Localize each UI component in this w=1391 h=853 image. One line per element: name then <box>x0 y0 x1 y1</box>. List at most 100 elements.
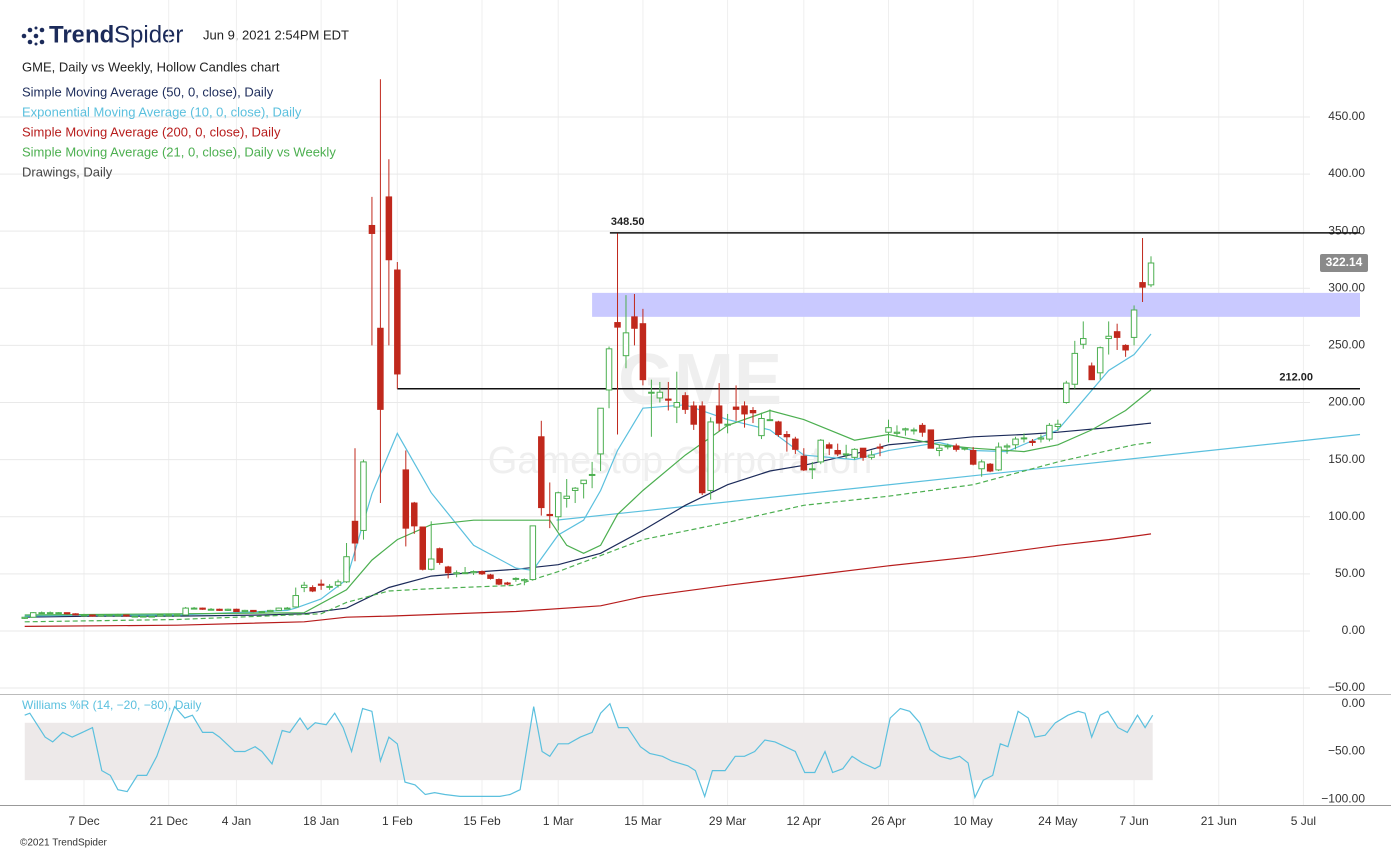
candle-body <box>521 579 528 582</box>
candle-body <box>444 566 452 574</box>
y-tick-label: −50.00 <box>1328 744 1365 758</box>
brand-spider: Spider <box>114 21 183 48</box>
candle-body <box>859 447 867 458</box>
indicator-line <box>24 441 1152 623</box>
candle-body <box>749 410 757 414</box>
candle-body <box>250 609 257 613</box>
x-tick-label: 26 Apr <box>871 814 906 828</box>
candle-body <box>758 418 765 437</box>
resistance-zone <box>592 292 1360 317</box>
candle-body <box>842 453 850 456</box>
candle-body <box>504 582 511 585</box>
candle-body <box>766 419 774 422</box>
candle-body <box>622 332 630 357</box>
candle-body <box>487 574 494 579</box>
candle-body <box>1020 437 1028 440</box>
candle-body <box>614 322 621 328</box>
candle-body <box>419 526 426 570</box>
candle-body <box>529 525 537 581</box>
candle-body <box>309 587 316 592</box>
candle-body <box>72 613 79 616</box>
candle-body <box>588 473 596 476</box>
candle-body <box>123 614 130 617</box>
candle-body <box>1088 365 1095 381</box>
footer: ©2021 TrendSpider <box>20 838 108 849</box>
candle-body <box>427 558 435 570</box>
candle-body <box>554 492 562 518</box>
y-tick-label: 0.00 <box>1342 623 1366 637</box>
candle-body <box>512 577 520 580</box>
candle-body <box>385 196 393 261</box>
candle-body <box>106 614 113 617</box>
legend-drawings: Drawings, Daily <box>22 164 113 179</box>
candle-body <box>46 612 54 615</box>
level-label: 212.00 <box>1279 372 1313 384</box>
level-label: 348.50 <box>611 216 645 228</box>
last-price-label: 322.14 <box>1326 255 1363 269</box>
candle-body <box>207 608 215 611</box>
candle-body <box>165 614 172 617</box>
candle-body <box>38 612 45 615</box>
candle-body <box>1029 440 1036 443</box>
y-tick-label: 200.00 <box>1328 395 1365 409</box>
candle-body <box>97 614 105 617</box>
candle-body <box>300 584 308 589</box>
candle-body <box>851 448 858 458</box>
candle-body <box>936 447 943 451</box>
candle-body <box>571 487 579 491</box>
timestamp: Jun 9, 2021 2:54PM EDT <box>203 27 349 42</box>
candle-body <box>546 513 554 517</box>
candle-body <box>563 495 570 499</box>
last-price-badge <box>1320 254 1368 273</box>
candle-body <box>470 571 477 574</box>
x-tick-label: 5 Jul <box>1291 814 1316 828</box>
candle-body <box>876 446 884 449</box>
candle-body <box>825 444 833 449</box>
candle-body <box>665 398 672 401</box>
candle-body <box>156 614 164 617</box>
y-tick-label: 100.00 <box>1328 509 1365 523</box>
candle-body <box>919 424 926 433</box>
y-tick-label: −50.00 <box>1328 680 1365 694</box>
candle-body <box>885 427 892 433</box>
candle-body <box>377 327 384 410</box>
candle-body <box>1063 382 1070 404</box>
x-tick-label: 1 Mar <box>543 814 574 828</box>
candle-body <box>394 269 401 375</box>
indicator-line <box>24 422 1152 618</box>
legend-entry: Simple Moving Average (21, 0, close), Da… <box>22 144 336 159</box>
candle-body <box>775 421 782 435</box>
candle-body <box>817 439 824 463</box>
candle-body <box>453 572 460 575</box>
candle-body <box>690 405 697 425</box>
legend-entry: Exponential Moving Average (10, 0, close… <box>22 104 302 119</box>
y-tick-label: 300.00 <box>1328 280 1365 294</box>
candle-body <box>724 423 731 426</box>
candle-body <box>580 479 587 485</box>
x-tick-label: 21 Jun <box>1201 814 1237 828</box>
candle-body <box>809 468 816 471</box>
x-tick-label: 7 Jun <box>1119 814 1148 828</box>
candle-body <box>597 407 604 455</box>
y-tick-label: 50.00 <box>1335 566 1365 580</box>
candle-body <box>1003 445 1011 448</box>
logo-icon <box>21 26 45 46</box>
candle-body <box>199 607 206 610</box>
candle-body <box>800 455 808 471</box>
candle-body <box>148 615 156 618</box>
y-tick-label: 450.00 <box>1328 109 1365 123</box>
candle-body <box>478 571 486 575</box>
candle-body <box>173 614 181 617</box>
candle-body <box>1105 335 1112 340</box>
candle-body <box>868 454 875 458</box>
candle-body <box>233 608 240 613</box>
candle-body <box>258 611 266 614</box>
candle-body <box>1139 282 1146 288</box>
candle-body <box>267 609 274 613</box>
candle-body <box>360 461 367 531</box>
y-tick-label: 350.00 <box>1328 223 1365 237</box>
y-tick-label: 150.00 <box>1328 452 1365 466</box>
candle-body <box>224 608 232 611</box>
candle-body <box>1046 424 1053 440</box>
candle-body <box>21 616 28 619</box>
